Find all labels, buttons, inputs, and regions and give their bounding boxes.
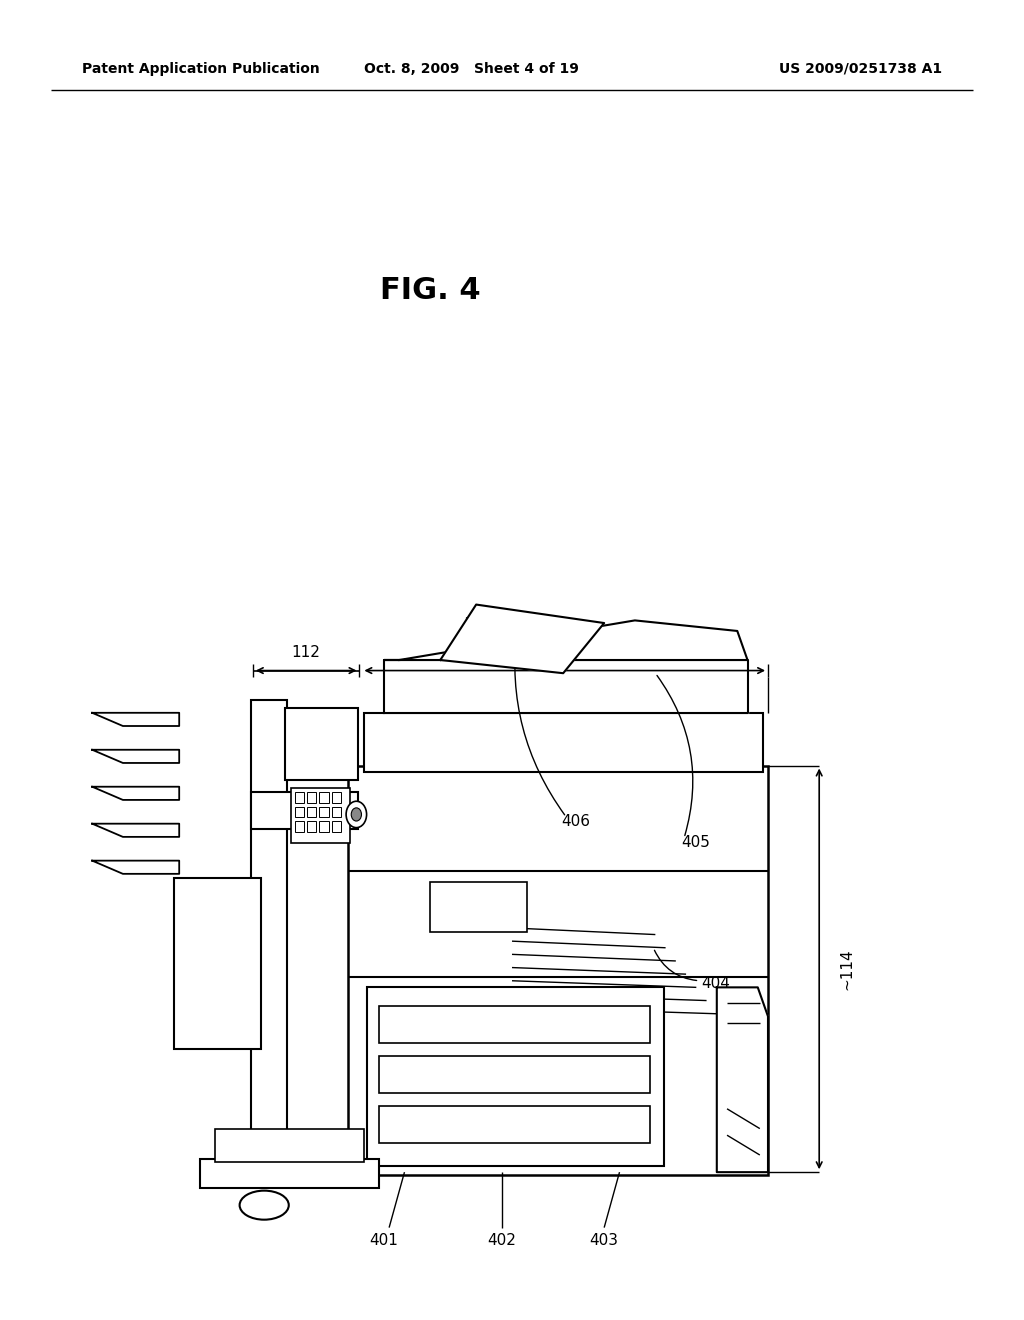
Text: 404: 404: [701, 975, 730, 991]
Polygon shape: [440, 605, 604, 673]
Text: 401: 401: [370, 1233, 398, 1249]
Polygon shape: [92, 750, 179, 763]
Bar: [307, 807, 316, 817]
Bar: [319, 821, 329, 832]
Polygon shape: [92, 861, 179, 874]
Circle shape: [346, 801, 367, 828]
Bar: [295, 792, 304, 803]
Bar: [332, 821, 341, 832]
Text: 402: 402: [487, 1233, 516, 1249]
Bar: [332, 807, 341, 817]
Bar: [295, 821, 304, 832]
Bar: [251, 700, 287, 1175]
Text: FIG. 4: FIG. 4: [380, 276, 480, 305]
Bar: [367, 987, 664, 1166]
Text: Oct. 8, 2009   Sheet 4 of 19: Oct. 8, 2009 Sheet 4 of 19: [364, 62, 579, 75]
Text: US 2009/0251738 A1: US 2009/0251738 A1: [779, 62, 942, 75]
Polygon shape: [92, 787, 179, 800]
Bar: [319, 792, 329, 803]
Bar: [379, 1056, 650, 1093]
Bar: [348, 766, 768, 1175]
Bar: [251, 792, 358, 829]
Bar: [379, 1106, 650, 1143]
Polygon shape: [92, 824, 179, 837]
Bar: [291, 788, 350, 843]
Polygon shape: [717, 987, 768, 1172]
Polygon shape: [92, 713, 179, 726]
Polygon shape: [384, 660, 748, 713]
Text: ~114: ~114: [840, 948, 855, 990]
Text: Patent Application Publication: Patent Application Publication: [82, 62, 319, 75]
Bar: [307, 792, 316, 803]
Bar: [200, 1159, 379, 1188]
Circle shape: [351, 808, 361, 821]
Text: 405: 405: [681, 834, 710, 850]
Text: 403: 403: [590, 1233, 618, 1249]
Bar: [430, 882, 527, 932]
Bar: [379, 1006, 650, 1043]
Text: 112: 112: [292, 644, 321, 660]
Bar: [285, 708, 358, 780]
Bar: [174, 878, 261, 1049]
Bar: [307, 821, 316, 832]
Text: 113: 113: [551, 644, 580, 660]
Bar: [295, 807, 304, 817]
Bar: [364, 713, 763, 772]
Bar: [215, 1129, 364, 1162]
Ellipse shape: [240, 1191, 289, 1220]
Bar: [332, 792, 341, 803]
Polygon shape: [384, 620, 748, 660]
Bar: [319, 807, 329, 817]
Text: 406: 406: [561, 813, 590, 829]
